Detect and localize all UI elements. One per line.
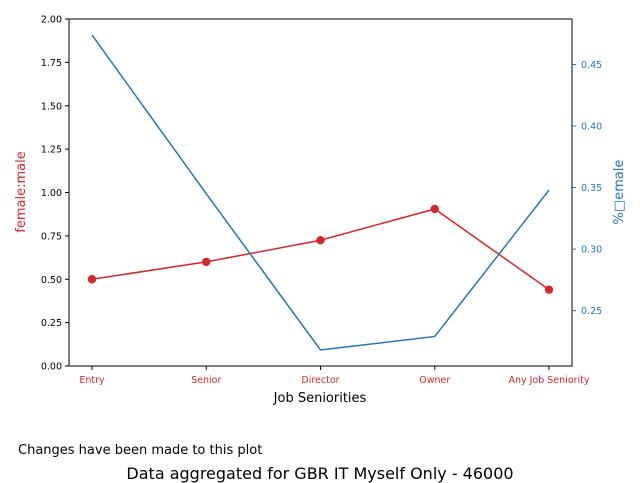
x-tick-label: Owner	[419, 375, 450, 386]
right-tick-label: 0.45	[581, 60, 602, 71]
plot-note: Changes have been made to this plot	[18, 443, 263, 458]
left-tick-label: 0.00	[41, 362, 62, 373]
x-axis-label: Job Seniorities	[273, 391, 367, 406]
series-point	[87, 275, 97, 284]
left-tick-label: 1.00	[41, 188, 62, 199]
series-point	[430, 204, 439, 214]
x-tick-label: Entry	[79, 375, 105, 386]
dual-axis-line-chart: Entry Senior Director Owner Any Job Seniorit…	[14, 15, 627, 407]
left-tick-label: 1.75	[41, 58, 62, 69]
right-tick-label: 0.25	[581, 306, 602, 317]
plot-frame	[68, 18, 573, 367]
left-tick-label: 0.75	[41, 231, 62, 242]
right-tick-label: 0.30	[581, 245, 602, 256]
series-point	[316, 236, 325, 245]
right-axis-ticks: 0.25 0.30 0.35 0.40 0.45	[572, 60, 602, 317]
left-tick-label: 0.50	[41, 275, 62, 286]
series-line-2	[91, 34, 550, 351]
right-tick-label: 0.35	[581, 183, 602, 194]
series-point	[202, 257, 211, 267]
right-axis-label: %□emale	[612, 160, 627, 225]
x-axis-ticks: Entry Senior Director Owner Any Job Seniorit…	[79, 366, 590, 386]
left-tick-label: 0.25	[41, 318, 62, 329]
right-tick-label: 0.40	[581, 122, 602, 133]
left-tick-label: 2.00	[41, 15, 62, 26]
footer-title: Data aggregated for GBR IT Myself Only -…	[126, 464, 514, 483]
series-layer	[87, 34, 554, 351]
plot-area	[68, 18, 573, 367]
x-tick-label: Any Job Seniority	[508, 375, 589, 386]
left-tick-label: 1.50	[41, 101, 62, 112]
series-point	[544, 285, 554, 294]
left-axis-ticks: 0.00 0.25 0.50 0.75 1.00 1.25 1.50 1.75 2.00	[41, 15, 69, 373]
left-axis-label: female:male	[14, 151, 29, 232]
x-tick-label: Senior	[191, 375, 221, 386]
x-tick-label: Director	[301, 375, 339, 386]
left-tick-label: 1.25	[41, 145, 62, 156]
